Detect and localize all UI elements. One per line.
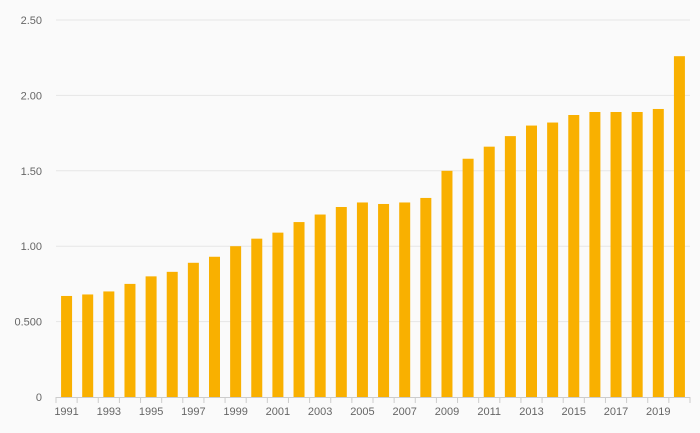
bar-2011 (483, 146, 495, 397)
bar-2005 (356, 202, 368, 397)
bar-2013 (526, 125, 537, 397)
bar-2000 (251, 238, 263, 397)
y-tick-label: 1.00 (21, 241, 42, 253)
bar-2004 (335, 206, 347, 397)
y-tick-label: 2.50 (21, 15, 42, 27)
bar-2006 (378, 203, 390, 397)
y-tick-label: 1.50 (21, 166, 42, 178)
y-tick-label: 0 (36, 392, 42, 404)
x-tick-label: 1997 (181, 406, 205, 418)
x-axis-ticks: 1991 1993 1995 1997 1999 2001 2003 2005 2007 2009… (54, 406, 670, 418)
bar-2015 (568, 115, 580, 397)
bar-2001 (272, 232, 284, 397)
bar-2003 (314, 214, 326, 397)
x-tick-label: 2019 (646, 406, 670, 418)
x-tick-label: 2011 (477, 406, 501, 418)
y-tick-label: 2.00 (21, 90, 42, 102)
x-tick-label: 2017 (604, 406, 628, 418)
y-tick-label: 0.500 (14, 317, 42, 329)
bar-1993 (103, 291, 115, 397)
bar-2008 (420, 197, 432, 397)
x-tick-label: 1995 (139, 406, 163, 418)
x-axis (55, 397, 691, 403)
x-tick-label: 2007 (392, 406, 416, 418)
x-tick-label: 2013 (519, 406, 543, 418)
x-tick-label: 1999 (223, 406, 247, 418)
bar-2010 (462, 158, 474, 397)
x-tick-label: 2005 (350, 406, 374, 418)
bar-2009 (441, 170, 453, 397)
y-axis-ticks: 0 0.500 1.00 1.50 2.00 2.50 (14, 15, 42, 404)
bar-2020 (673, 56, 685, 397)
bar-2019 (652, 108, 664, 397)
bar-1991 (61, 295, 73, 397)
bar-2016 (589, 111, 601, 398)
bar-2017 (610, 111, 622, 398)
bar-1995 (145, 276, 157, 397)
bar-2014 (547, 122, 559, 397)
bar-1992 (82, 294, 94, 397)
bar-2018 (631, 111, 643, 398)
bar-1996 (166, 271, 178, 397)
x-tick-label: 2003 (308, 406, 332, 418)
bar-1994 (124, 283, 136, 397)
gridlines (56, 19, 690, 323)
bars (61, 56, 685, 398)
x-tick-label: 2001 (266, 406, 290, 418)
bar-2012 (504, 136, 516, 397)
bar-1997 (187, 262, 199, 397)
x-tick-label: 2015 (562, 406, 586, 418)
x-tick-label: 1993 (97, 406, 121, 418)
x-tick-label: 2009 (435, 406, 459, 418)
bar-1998 (209, 256, 220, 397)
bar-2002 (293, 222, 305, 397)
bar-1999 (230, 246, 242, 397)
bar-2007 (399, 202, 411, 397)
x-tick-label: 1991 (54, 406, 78, 418)
